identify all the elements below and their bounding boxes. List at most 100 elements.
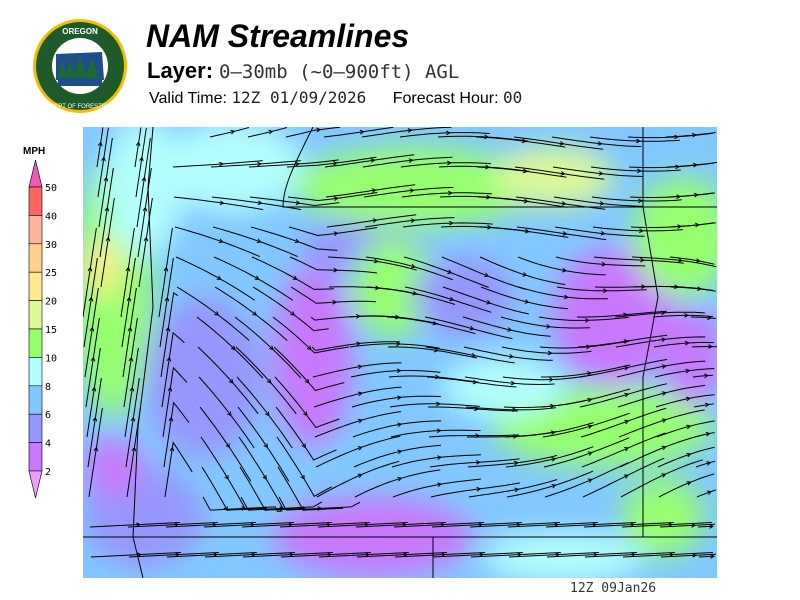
streamline-arrowhead — [436, 401, 441, 407]
streamline-arrowhead — [175, 552, 180, 558]
streamline — [175, 256, 256, 301]
streamline — [99, 167, 114, 258]
streamline-arrowhead — [219, 161, 224, 167]
streamline — [96, 127, 104, 168]
streamline-arrowhead — [137, 552, 142, 558]
streamline-arrowhead — [412, 290, 418, 296]
streamline-arrowhead — [586, 371, 592, 376]
streamline — [98, 137, 113, 228]
streamline-arrowhead — [707, 315, 713, 321]
streamline-arrowhead — [136, 522, 141, 528]
streamline — [172, 160, 263, 168]
streamline-arrowhead — [357, 418, 364, 424]
streamline — [389, 403, 480, 408]
streamline-arrowhead — [397, 422, 403, 428]
colorbar-band — [28, 300, 43, 330]
streamline — [577, 334, 668, 348]
streamline-arrowhead — [661, 364, 667, 369]
streamline-arrowhead — [256, 238, 262, 244]
streamline — [515, 196, 606, 210]
streamline-arrowhead — [88, 296, 94, 302]
streamline-arrowhead — [551, 457, 557, 462]
wind-speed-colorbar: 50 40 30 25 20 15 10 8 6 4 2 — [28, 160, 57, 499]
streamline-arrowhead — [230, 345, 236, 351]
streamline-arrowhead — [433, 347, 439, 353]
streamline — [128, 552, 219, 558]
streamline-arrowhead — [225, 443, 230, 449]
streamline-arrowhead — [563, 294, 569, 300]
layer-label: Layer: — [147, 58, 214, 83]
streamline-arrowhead — [640, 257, 645, 263]
streamline — [83, 257, 98, 348]
streamline-arrowhead — [522, 168, 528, 174]
streamline-arrowhead — [693, 162, 698, 168]
streamline-arrowhead — [333, 267, 339, 273]
streamline-arrowhead — [631, 552, 636, 558]
streamline-arrowhead — [561, 201, 567, 206]
streamline — [390, 429, 481, 438]
streamline-arrowhead — [708, 344, 714, 349]
streamline-arrowhead — [524, 299, 530, 304]
streamline — [289, 256, 378, 274]
streamline — [278, 496, 361, 511]
streamline — [201, 466, 268, 511]
streamline — [272, 316, 350, 354]
streamline-arrowhead — [395, 314, 400, 320]
streamline-arrowhead — [402, 522, 407, 528]
streamline-arrowhead — [227, 411, 232, 417]
streamline — [135, 127, 147, 198]
streamline — [250, 226, 338, 251]
streamline-arrowhead — [332, 160, 338, 166]
streamline-arrowhead — [333, 231, 339, 236]
streamline-arrowhead — [484, 272, 490, 278]
streamline-arrowhead — [224, 474, 229, 480]
streamline-arrowhead — [437, 455, 443, 460]
streamline-arrowhead — [638, 198, 643, 204]
streamline-arrowhead — [472, 379, 478, 385]
streamline-arrowhead — [92, 416, 98, 422]
colorbar-unit: MPH — [23, 146, 46, 157]
streamline — [209, 127, 250, 138]
streamline-arrowhead — [396, 368, 402, 374]
streamline — [163, 401, 190, 468]
streamline — [658, 473, 715, 498]
streamline — [513, 136, 604, 150]
streamline-arrowhead — [692, 553, 697, 558]
streamline-arrowhead — [174, 522, 179, 528]
streamline — [252, 286, 329, 332]
streamline-arrowhead — [250, 522, 255, 528]
streamline-arrowhead — [677, 257, 683, 263]
streamline-arrowhead — [295, 161, 300, 167]
streamline — [237, 406, 290, 482]
streamline — [476, 166, 567, 178]
streamline-arrowhead — [524, 228, 530, 234]
streamline — [429, 458, 520, 468]
streamline — [199, 406, 252, 482]
streamline — [584, 552, 675, 558]
streamline — [428, 406, 518, 412]
streamline-arrowhead — [356, 341, 362, 347]
streamline-arrowhead — [550, 430, 556, 436]
streamline-arrowhead — [624, 365, 630, 371]
colorbar-band — [28, 186, 43, 216]
colorbar-band — [28, 271, 43, 301]
streamline-arrowhead — [104, 206, 110, 212]
streamline — [665, 132, 716, 138]
streamline-arrowhead — [694, 192, 699, 198]
colorbar-band — [28, 243, 43, 273]
streamline — [556, 286, 647, 292]
streamline-arrowhead — [697, 286, 702, 292]
streamline-arrowhead — [87, 266, 93, 272]
streamline-arrowhead — [126, 296, 132, 302]
streamline — [211, 196, 302, 211]
valid-time-value: 12Z 01/09/2026 — [231, 88, 367, 107]
colorbar-over-triangle — [28, 160, 43, 188]
streamline — [356, 552, 447, 558]
streamline-arrowhead — [471, 352, 477, 358]
streamline-arrowhead — [403, 552, 408, 558]
streamline — [669, 256, 715, 265]
streamline-arrowhead — [290, 311, 296, 316]
streamline-arrowhead — [447, 160, 452, 166]
streamline — [404, 286, 492, 313]
streamline — [121, 257, 136, 348]
